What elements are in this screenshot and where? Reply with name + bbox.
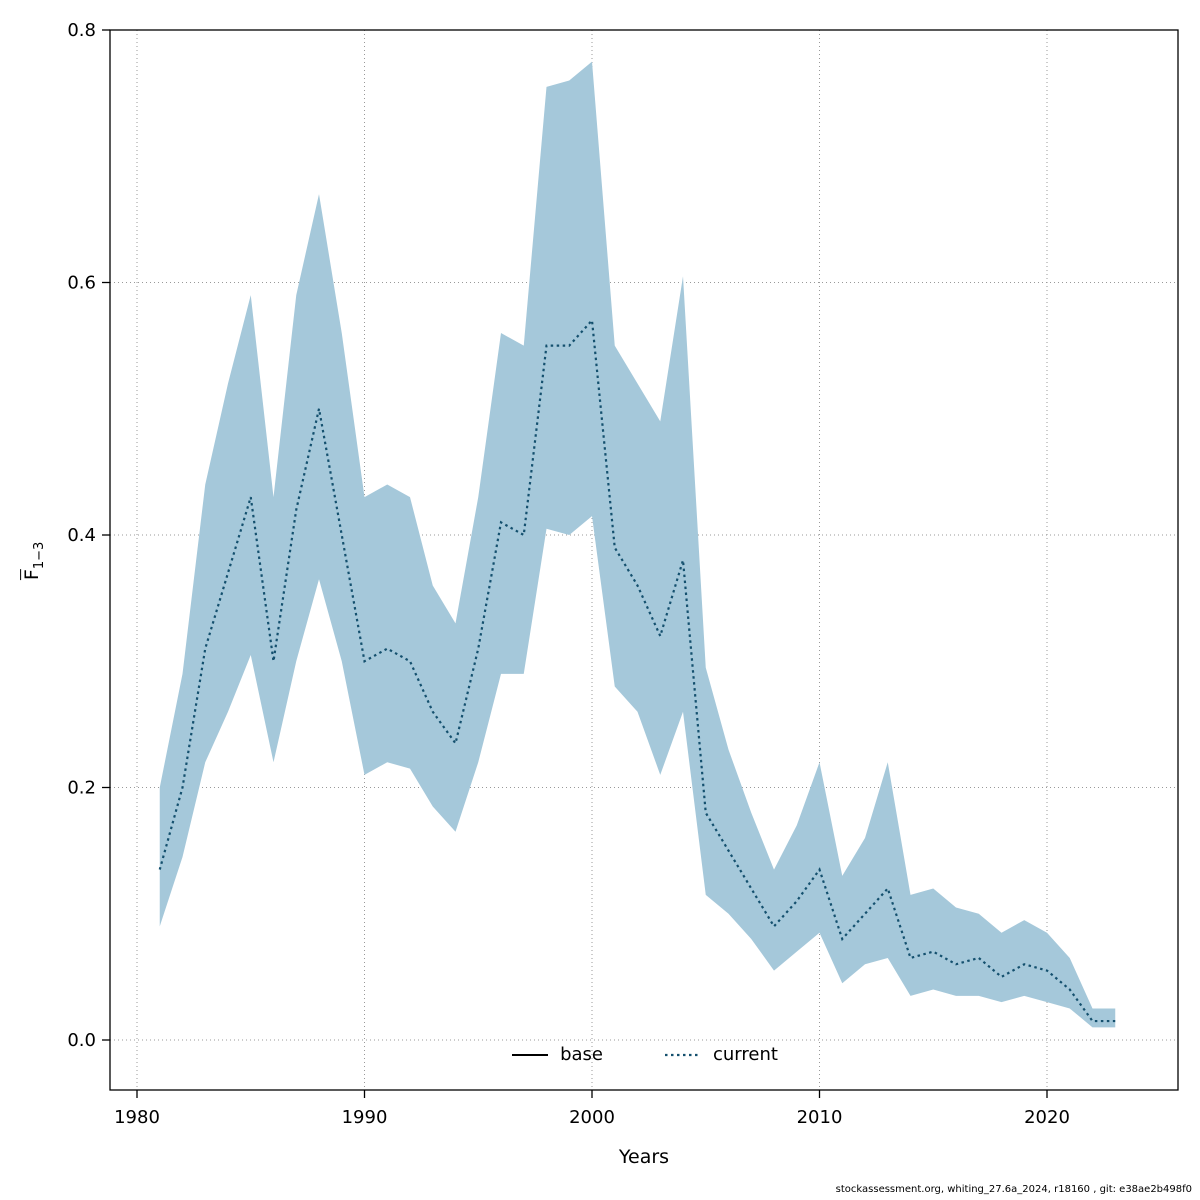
legend: base current [110,1044,1178,1065]
x-tick-label: 2000 [569,1107,615,1128]
x-axis-label: Years [618,1146,670,1168]
x-tick-label: 1980 [114,1107,160,1128]
current-fbar-line [158,317,1116,1023]
x-tick-label: 1990 [342,1107,388,1128]
legend-current-line-sample [664,1053,701,1056]
y-tick-label: 0.2 [67,778,96,799]
plot-border [109,29,1179,1091]
y-tick-label: 0.4 [67,525,96,546]
y-axis-label-letter: F [21,569,44,581]
x-tick-label: 2010 [797,1107,843,1128]
legend-current-label: current [712,1044,778,1065]
plot-source-note: stockassessment.org, whiting_27.6a_2024,… [835,1184,1192,1195]
legend-base-label: base [560,1044,603,1065]
legend-item-current: current [663,1044,778,1065]
y-axis-label: F1−3 [21,501,47,621]
y-axis-label-subscript: 1−3 [31,541,47,570]
legend-base-line-sample [512,1053,549,1056]
y-tick-label: 0.0 [67,1030,96,1051]
y-tick-label: 0.6 [67,273,96,294]
confidence-band [159,61,1116,1028]
y-tick-label: 0.8 [67,20,96,41]
x-tick-label: 2020 [1024,1107,1070,1128]
legend-item-base: base [510,1044,603,1065]
